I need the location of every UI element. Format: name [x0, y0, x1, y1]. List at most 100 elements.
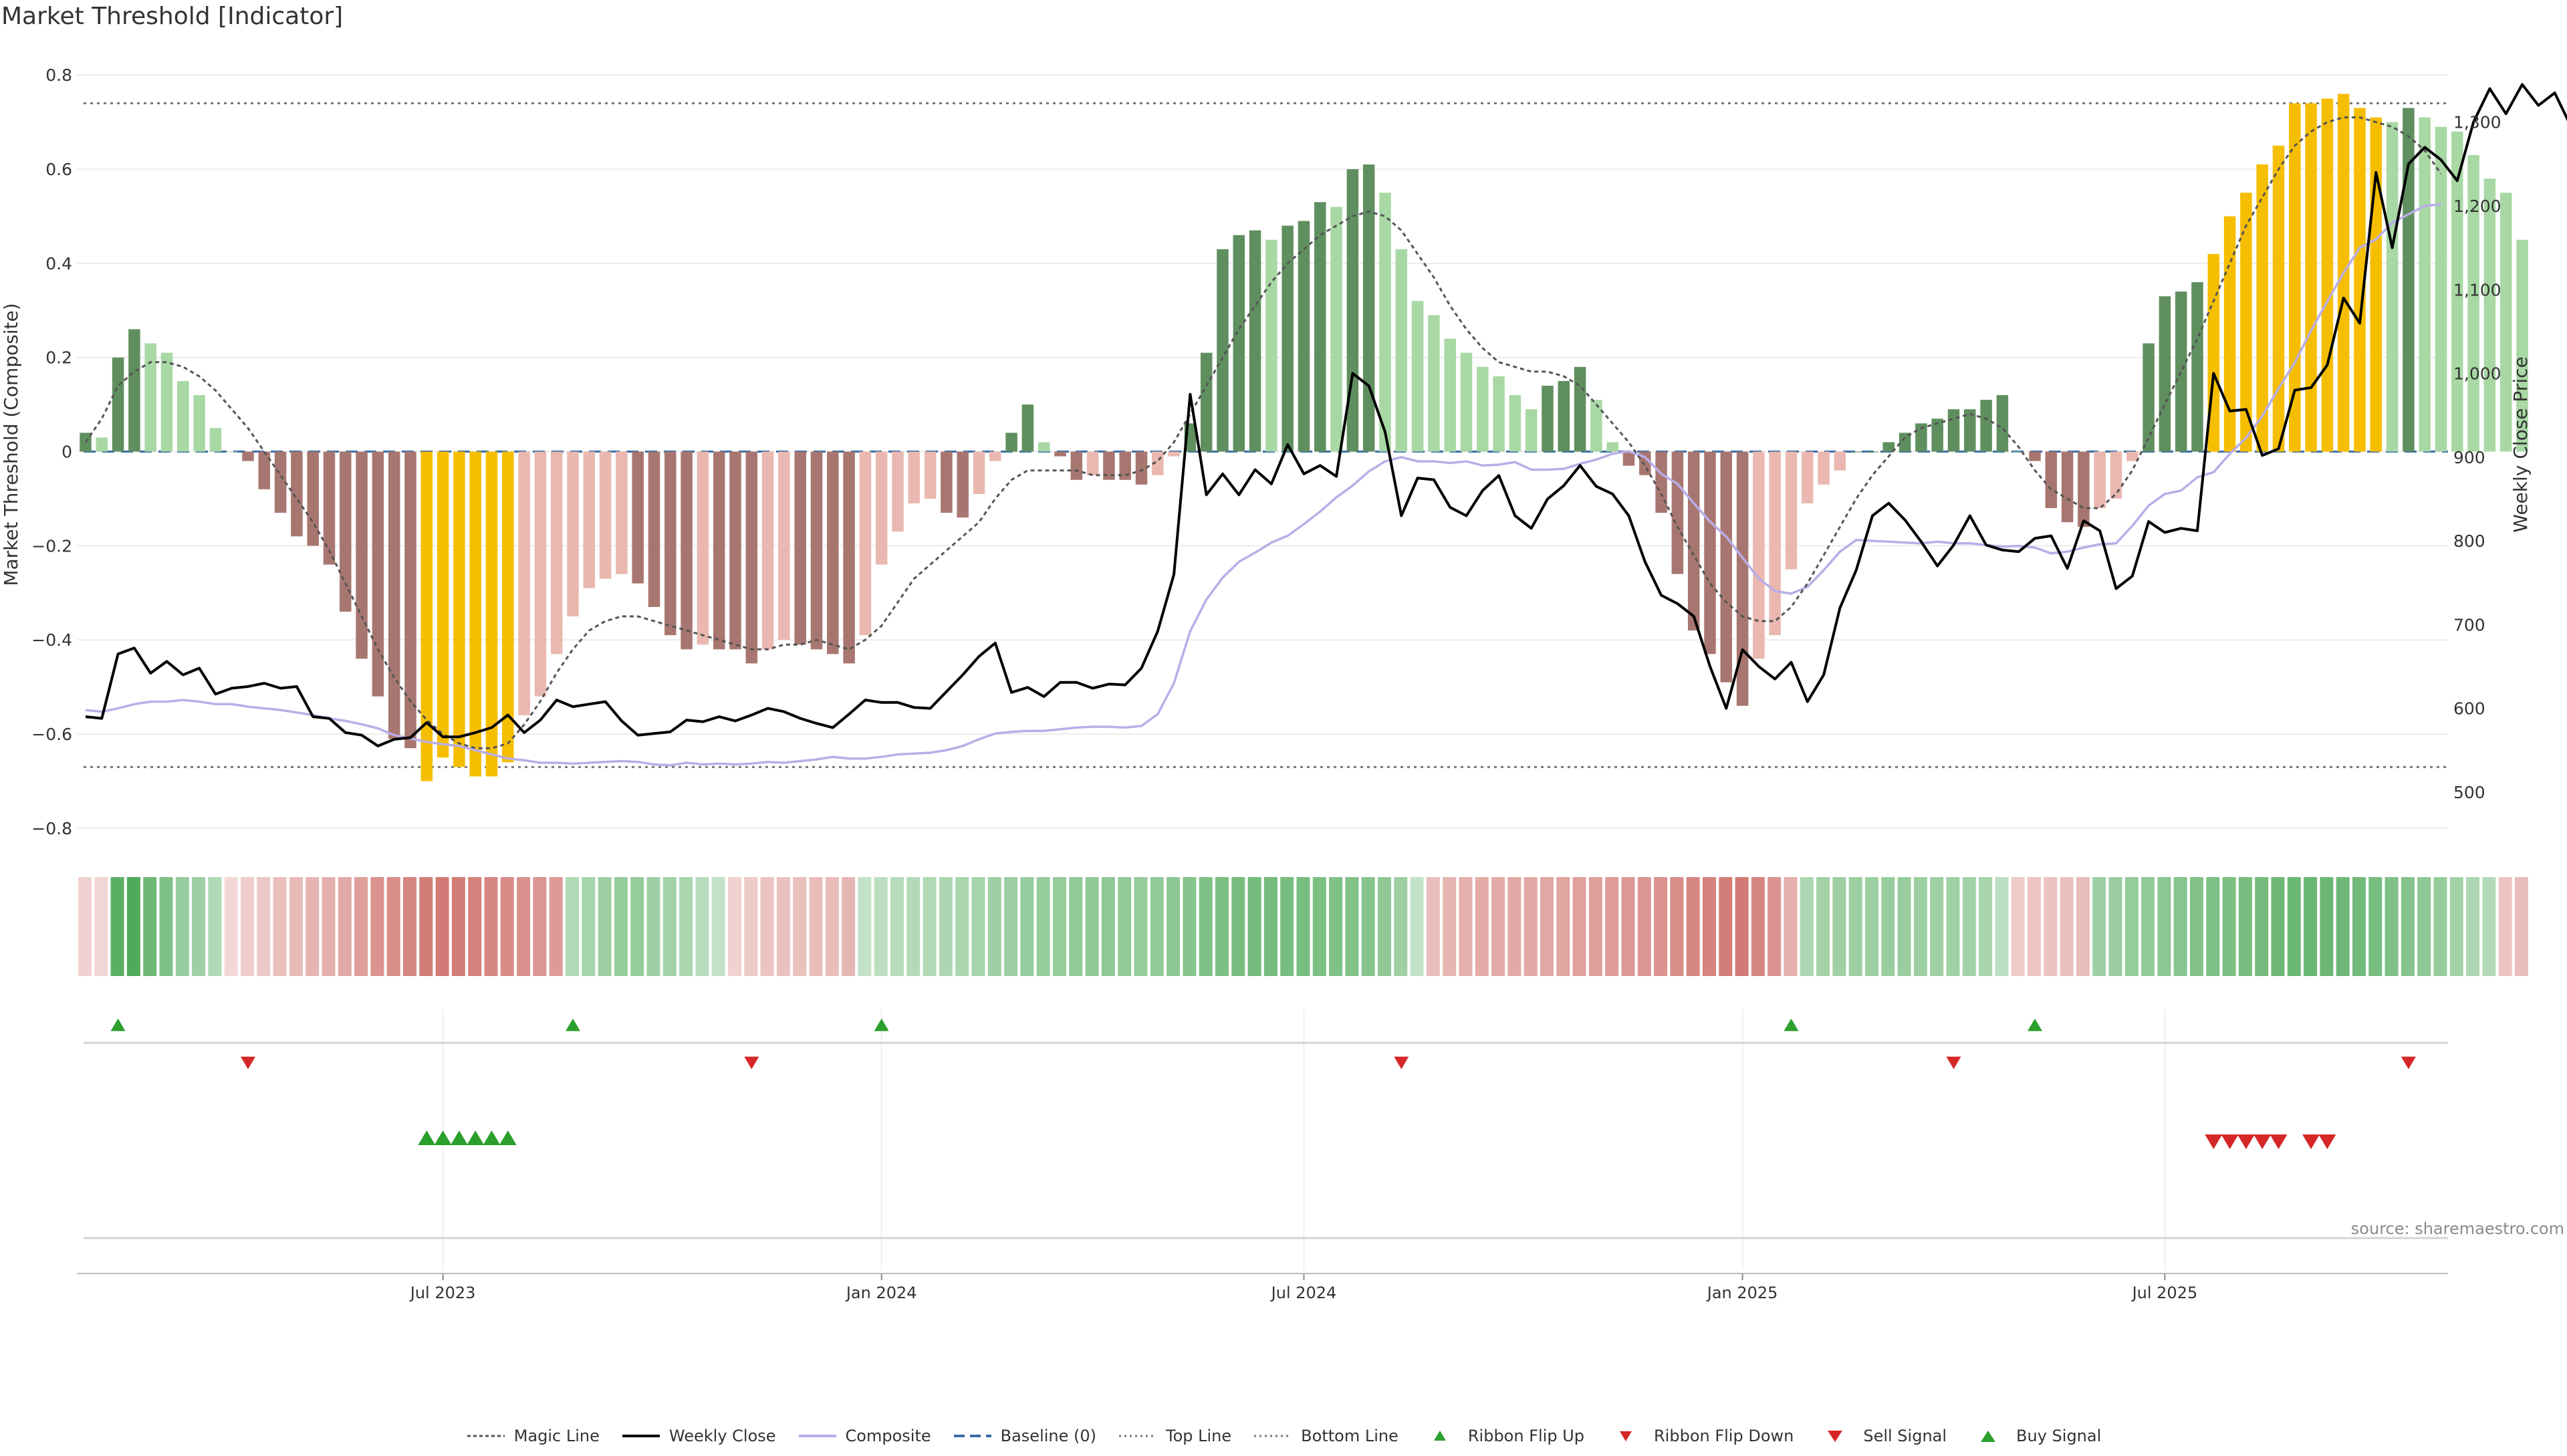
- ribbon-cell: [2238, 877, 2252, 976]
- composite-bar: [2061, 451, 2074, 523]
- ribbon-cell: [126, 877, 140, 976]
- ribbon-cell: [598, 877, 612, 976]
- composite-bar: [1850, 451, 1862, 453]
- ribbon-cell: [679, 877, 693, 976]
- composite-bar: [388, 451, 400, 739]
- composite-bar: [2305, 103, 2317, 452]
- ribbon-cell: [1913, 877, 1927, 976]
- ribbon-cell: [2141, 877, 2155, 976]
- composite-bar: [2419, 117, 2431, 452]
- y-right-tick-label: 600: [2453, 699, 2485, 719]
- composite-bar: [502, 451, 514, 763]
- composite-bar: [957, 451, 969, 518]
- ribbon-cell: [110, 877, 124, 976]
- composite-bar: [1558, 380, 1570, 452]
- ribbon-cell: [2368, 877, 2382, 976]
- ribbon-strip: [78, 877, 2528, 976]
- composite-bar: [453, 451, 465, 767]
- ribbon-cell: [1637, 877, 1651, 976]
- ribbon-cell: [159, 877, 173, 976]
- composite-bar: [989, 451, 1001, 461]
- x-tick-label: Jul 2024: [1270, 1284, 1337, 1302]
- y-left-axis-label: Market Threshold (Composite): [0, 303, 22, 586]
- ribbon-cell: [484, 877, 498, 976]
- signal-markers: [110, 1018, 2416, 1150]
- ribbon-cell: [614, 877, 628, 976]
- composite-bar: [485, 451, 498, 777]
- sell-signal-marker: [2270, 1134, 2288, 1150]
- ribbon-cell: [1167, 877, 1181, 976]
- composite-bar: [908, 451, 921, 504]
- composite-bar: [2143, 343, 2155, 452]
- composite-bar: [567, 451, 579, 617]
- composite-bar: [810, 451, 823, 650]
- composite-bar: [274, 451, 287, 513]
- ribbon-cell: [760, 877, 774, 976]
- ribbon-cell: [858, 877, 872, 976]
- ribbon-cell: [533, 877, 547, 976]
- composite-bar: [420, 451, 433, 781]
- composite-bar: [583, 451, 596, 588]
- composite-bar: [518, 451, 530, 715]
- composite-bar: [2029, 451, 2041, 461]
- ribbon-cell: [662, 877, 677, 976]
- ribbon-cell: [1394, 877, 1408, 976]
- composite-bar: [1249, 230, 1261, 452]
- ribbon-cell: [1134, 877, 1148, 976]
- y-left-tick-label: −0.4: [31, 630, 72, 650]
- ribbon-cell: [2060, 877, 2074, 976]
- y-right-tick-label: 1,300: [2453, 113, 2501, 132]
- composite-bar: [875, 451, 888, 565]
- composite-bar: [2126, 451, 2138, 461]
- composite-bar: [1606, 442, 1618, 452]
- x-tick-label: Jul 2023: [409, 1284, 476, 1302]
- legend-item-flipdown: Ribbon Flip Down: [1606, 1427, 1794, 1445]
- ribbon-cell: [1930, 877, 1944, 976]
- legend-swatch-weekly-icon: [622, 1434, 660, 1437]
- ribbon-cell: [2417, 877, 2431, 976]
- ribbon-cell: [2304, 877, 2318, 976]
- x-tick-label: Jan 2024: [845, 1284, 917, 1302]
- composite-bar: [1298, 221, 1310, 452]
- composite-bar: [2191, 282, 2203, 452]
- composite-bar: [1395, 249, 1408, 452]
- composite-bar: [941, 451, 953, 513]
- composite-bar: [1086, 451, 1099, 475]
- composite-bar: [1980, 400, 1992, 452]
- composite-bar: [2159, 296, 2171, 452]
- ribbon-cell: [1767, 877, 1782, 976]
- composite-bar: [1769, 451, 1781, 636]
- ribbon-cell: [419, 877, 433, 976]
- composite-bar: [761, 451, 774, 650]
- ribbon-cell: [1751, 877, 1765, 976]
- ribbon-cell: [1979, 877, 1993, 976]
- ribbon-cell: [711, 877, 725, 976]
- sell-signal-marker: [2253, 1134, 2272, 1150]
- ribbon-cell: [2271, 877, 2285, 976]
- composite-bar: [648, 451, 660, 607]
- ribbon-cell: [192, 877, 206, 976]
- ribbon-cell: [1312, 877, 1326, 976]
- composite-bar: [1070, 451, 1083, 480]
- ribbon-cell: [370, 877, 384, 976]
- ribbon-cell: [2449, 877, 2463, 976]
- composite-bar: [1233, 235, 1245, 452]
- composite-bar: [2094, 451, 2106, 509]
- y-left-tick-label: 0.6: [45, 160, 72, 179]
- composite-bar: [1655, 451, 1667, 513]
- composite-bar: [1996, 395, 2009, 452]
- legend-swatch-composite-icon: [798, 1434, 836, 1437]
- composite-bar: [1834, 451, 1846, 471]
- composite-bar: [2403, 108, 2415, 452]
- ribbon-cell: [582, 877, 596, 976]
- y-right-tick-label: 1,000: [2453, 364, 2501, 384]
- composite-bar: [1947, 409, 1960, 452]
- y-right-tick-label: 800: [2453, 531, 2485, 551]
- x-tick-label: Jul 2025: [2131, 1284, 2198, 1302]
- ribbon-cell: [1426, 877, 1440, 976]
- ribbon-cell: [549, 877, 563, 976]
- ribbon-cell: [2515, 877, 2528, 976]
- legend-label: Bottom Line: [1301, 1427, 1398, 1445]
- composite-bar: [1379, 193, 1391, 452]
